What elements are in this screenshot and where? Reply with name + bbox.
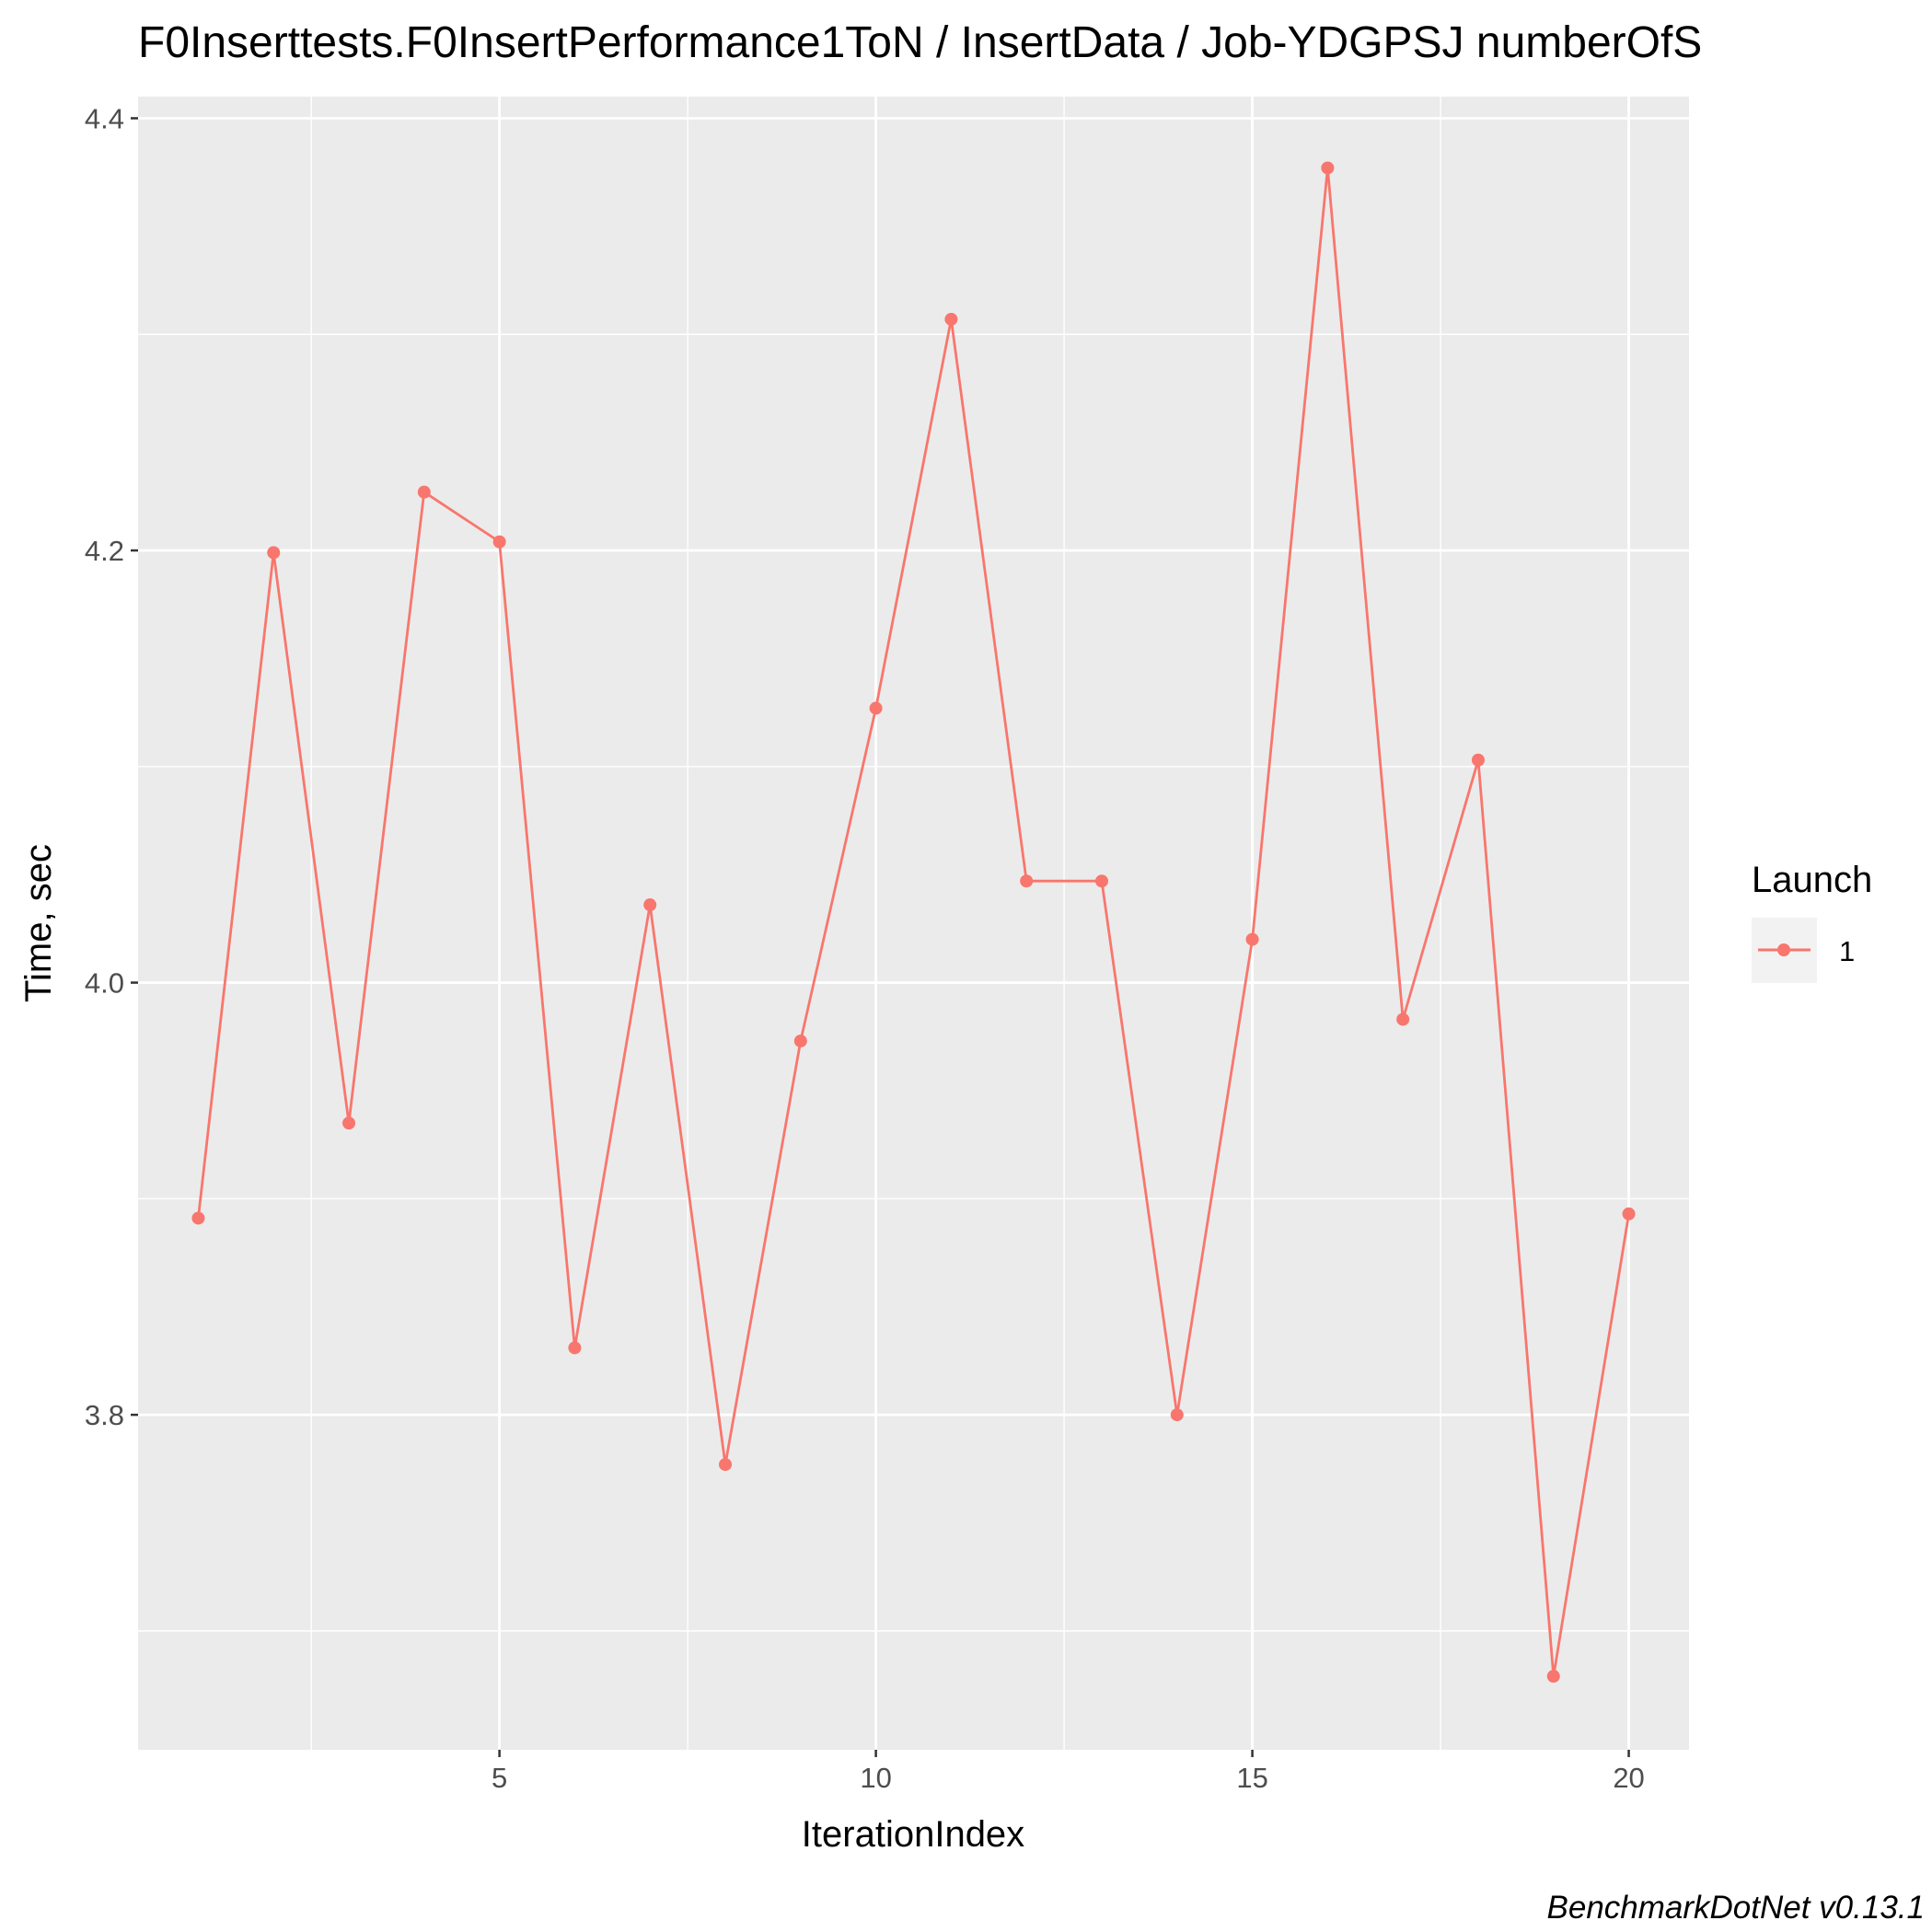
tick-labels: 5 10 15 20 3.8 4.0 4.2 4.4 (85, 102, 1645, 1794)
data-point (793, 1034, 807, 1047)
data-point (643, 898, 657, 912)
legend-label-1: 1 (1839, 935, 1855, 967)
x-tick-label: 20 (1613, 1762, 1644, 1794)
legend-key-point (1777, 943, 1790, 956)
major-gridlines (138, 97, 1689, 1750)
data-point (869, 701, 883, 715)
data-point (1094, 874, 1108, 888)
series-layer (191, 161, 1636, 1683)
legend: Launch 1 (1752, 860, 1872, 983)
minor-gridlines (138, 97, 1689, 1750)
x-tick-label: 10 (860, 1762, 891, 1794)
data-point (1396, 1012, 1410, 1026)
chart-title: F0Inserttests.F0InsertPerformance1ToN / … (138, 18, 1702, 67)
axis-ticks (131, 117, 1630, 1757)
y-tick-label: 4.4 (85, 102, 124, 134)
x-axis-title: IterationIndex (802, 1814, 1024, 1855)
data-point (1546, 1670, 1560, 1683)
x-tick-label: 15 (1236, 1762, 1267, 1794)
legend-title: Launch (1752, 860, 1872, 900)
y-tick-label: 3.8 (85, 1399, 124, 1431)
data-point (267, 546, 281, 560)
data-point (342, 1116, 356, 1130)
data-point (1471, 753, 1485, 767)
data-point (1170, 1408, 1184, 1422)
y-axis-title: Time, sec (18, 844, 59, 1002)
data-point (719, 1458, 733, 1472)
data-point (1245, 932, 1259, 946)
plot-panel (138, 97, 1689, 1750)
data-point (417, 485, 431, 499)
data-point (191, 1211, 205, 1225)
data-point (1020, 874, 1034, 888)
data-point (944, 312, 958, 326)
y-tick-label: 4.2 (85, 535, 124, 567)
caption: BenchmarkDotNet v0.13.1 (1547, 1890, 1925, 1926)
y-tick-label: 4.0 (85, 967, 124, 1000)
data-point (568, 1341, 582, 1355)
series-line (197, 167, 1630, 1678)
x-tick-label: 5 (492, 1762, 507, 1794)
data-point (492, 535, 506, 549)
data-point (1321, 161, 1335, 175)
data-point (1622, 1207, 1636, 1221)
